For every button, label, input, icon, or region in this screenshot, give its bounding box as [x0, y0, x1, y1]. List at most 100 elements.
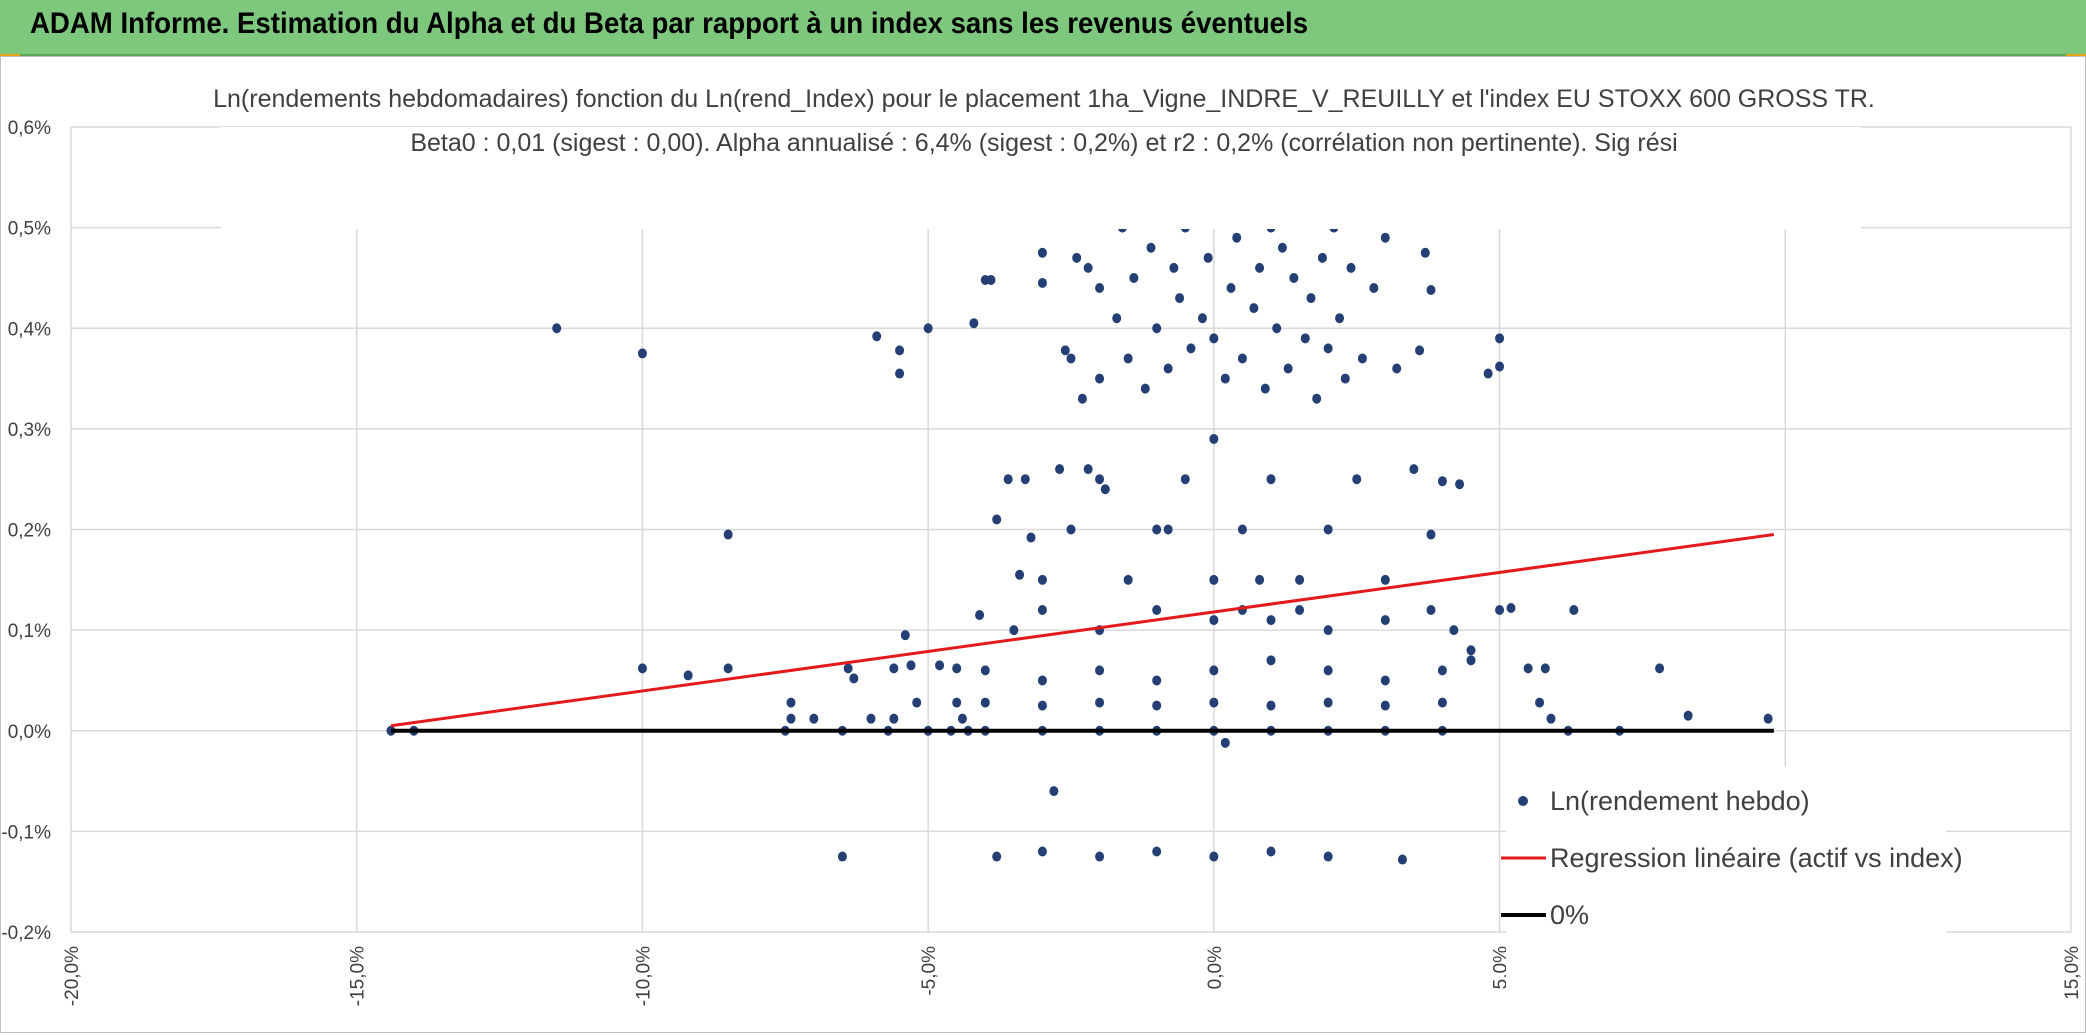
data-point — [1095, 851, 1105, 862]
regression-line — [390, 533, 1775, 728]
data-point — [1426, 605, 1436, 615]
data-point — [1152, 605, 1162, 615]
data-point — [1323, 343, 1333, 354]
x-tick-label: 0,0% — [1205, 946, 1226, 989]
data-point — [1483, 368, 1493, 379]
data-point — [1037, 700, 1047, 711]
data-point — [1186, 343, 1196, 354]
data-point — [1095, 283, 1105, 293]
y-tick-label: 0,1% — [8, 621, 51, 642]
data-point — [1077, 393, 1087, 404]
data-point — [1763, 713, 1773, 724]
data-point — [1169, 262, 1179, 273]
x-tick-label: -10,0% — [633, 946, 654, 1006]
x-tick-label: -15,0% — [348, 946, 369, 1006]
data-point — [1289, 272, 1299, 283]
data-point — [1495, 361, 1505, 372]
data-point — [1197, 313, 1207, 324]
data-point — [957, 713, 967, 724]
data-point — [1295, 574, 1305, 585]
data-point — [786, 697, 796, 708]
data-point — [1095, 697, 1105, 708]
data-point — [1272, 323, 1282, 334]
data-point — [1140, 383, 1150, 394]
data-point — [1323, 851, 1333, 862]
data-point — [1506, 602, 1516, 613]
data-point — [1495, 605, 1505, 615]
x-tick-label: -5,0% — [919, 946, 940, 996]
data-point — [1283, 363, 1293, 374]
data-point — [1415, 345, 1425, 356]
header-bar: ADAM Informe. Estimation du Alpha et du … — [0, 0, 2086, 56]
data-point — [872, 331, 882, 342]
data-point — [1209, 697, 1219, 708]
data-point — [1352, 474, 1362, 485]
data-point — [1335, 313, 1345, 324]
data-point — [843, 663, 853, 674]
data-point — [1209, 851, 1219, 862]
data-point — [1392, 363, 1402, 374]
data-point — [1209, 574, 1219, 585]
data-point — [952, 697, 962, 708]
x-tick-label: 15,0% — [2062, 946, 2083, 1000]
title-background — [221, 127, 1861, 229]
data-point — [1209, 333, 1219, 344]
data-point — [1020, 474, 1030, 485]
data-point — [1340, 373, 1350, 384]
data-point — [1380, 700, 1390, 711]
data-point — [1466, 645, 1476, 656]
data-point — [1163, 363, 1173, 374]
data-point — [1220, 373, 1230, 384]
data-point — [1380, 232, 1390, 243]
data-points — [386, 172, 1773, 865]
data-point — [1346, 262, 1356, 273]
data-point — [1312, 393, 1322, 404]
data-point — [1426, 285, 1436, 296]
data-point — [1203, 252, 1213, 263]
data-point — [1037, 846, 1047, 857]
data-point — [1323, 697, 1333, 708]
y-tick-label: 0,0% — [8, 722, 51, 743]
data-point — [912, 697, 922, 708]
data-point — [1095, 474, 1105, 485]
data-point — [1266, 846, 1276, 857]
data-point — [1357, 353, 1367, 364]
data-point — [552, 323, 562, 334]
data-point — [809, 713, 819, 724]
y-tick-label: 0,3% — [8, 420, 51, 441]
data-point — [1317, 252, 1327, 263]
data-point — [1323, 665, 1333, 676]
data-point — [1380, 574, 1390, 585]
data-point — [1437, 665, 1447, 676]
data-point — [1095, 373, 1105, 384]
data-point — [895, 345, 905, 356]
data-point — [986, 274, 996, 285]
data-point — [1060, 345, 1070, 356]
data-point — [1260, 383, 1270, 394]
data-point — [866, 713, 876, 724]
data-point — [1180, 474, 1190, 485]
data-point — [1266, 615, 1276, 626]
data-point — [1237, 353, 1247, 364]
data-point — [889, 663, 899, 674]
data-point — [969, 318, 979, 329]
data-point — [1175, 293, 1185, 304]
data-point — [1037, 675, 1047, 686]
data-point — [723, 663, 733, 674]
data-point — [1397, 854, 1407, 865]
series-lines — [390, 533, 1775, 733]
data-point — [1300, 333, 1310, 344]
data-point — [1163, 524, 1173, 535]
data-point — [889, 713, 899, 724]
data-point — [1380, 615, 1390, 626]
data-point — [980, 697, 990, 708]
data-point — [683, 670, 693, 681]
data-point — [1266, 474, 1276, 485]
data-point — [906, 660, 916, 671]
data-point — [952, 663, 962, 674]
data-point — [1323, 524, 1333, 535]
data-point — [1037, 605, 1047, 615]
data-point — [1266, 655, 1276, 666]
data-point — [786, 713, 796, 724]
data-point — [1523, 663, 1533, 674]
